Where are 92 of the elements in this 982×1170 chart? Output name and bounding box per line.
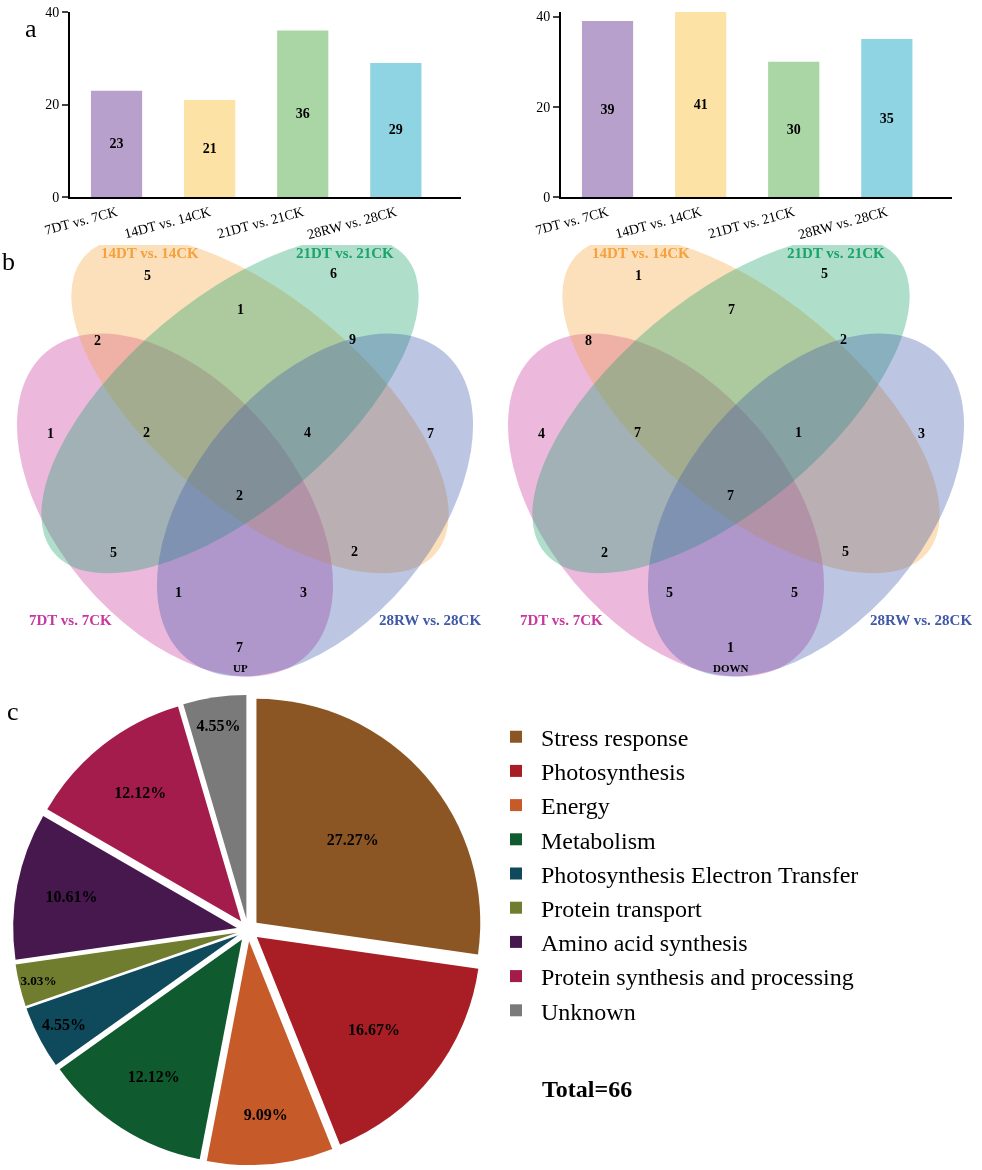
text: 2 [601,545,608,560]
legend-label: Amino acid synthesis [541,930,748,957]
y-tick-label: 0 [543,189,551,205]
data-label: 39 [600,101,615,117]
x-tick-label: 21DT vs. 21CK [215,203,306,242]
legend-label: 28RW vs. 28CK [379,612,482,628]
data-label: 3.03% [20,973,57,989]
text: 4 [538,426,545,441]
data-label: 16.67% [348,1020,401,1038]
text: Total=66 [542,1076,633,1102]
text: 8 [585,333,592,348]
text: 2 [94,333,101,348]
legend-label: Protein transport [541,896,702,923]
legend-label: Energy [541,793,610,820]
data-label: 36 [295,106,310,122]
text: 5 [821,266,828,281]
data-label: 27.27% [326,830,379,848]
data-label: 29 [388,122,403,138]
text: 3 [918,426,925,441]
text: 1 [237,302,244,317]
x-tick-label: 7DT vs. 7CK [42,203,120,238]
data-label: 21 [202,140,217,156]
text: 2 [351,544,358,559]
text: 5 [144,268,151,283]
data-label: 4.55% [196,716,241,734]
legend-label: Metabolism [541,827,656,854]
legend-label: 28RW vs. 28CK [870,612,973,628]
bar [370,62,422,197]
text: 6 [330,266,337,281]
legend-label: Photosynthesis Electron Transfer [541,861,859,888]
text: 1 [795,425,802,440]
x-tick-label: 7DT vs. 7CK [533,203,611,238]
bar [675,12,727,197]
x-tick-label: 14DT vs. 14CK [613,203,704,242]
legend-label: 14DT vs. 14CK [592,245,690,261]
text: 2 [236,488,243,503]
chart-title: c [7,697,19,726]
y-tick-label: 40 [536,9,551,25]
data-label: 12.12% [114,784,167,802]
legend-label: Protein synthesis and processing [541,964,854,991]
y-tick-label: 0 [52,189,60,205]
y-tick-label: 20 [536,99,551,115]
data-label: 30 [786,121,801,137]
bar [277,30,329,197]
legend-label: Unknown [541,998,636,1025]
text: 1 [635,268,642,283]
text: 5 [110,545,117,560]
data-label: 41 [693,97,708,112]
data-label: 4.55% [41,1016,86,1034]
bar [184,99,236,197]
data-label: 10.61% [45,887,98,905]
text: 1 [47,426,54,441]
x-tick-label: 21DT vs. 21CK [706,203,797,242]
text: 4 [304,425,311,440]
legend-label: Photosynthesis [541,759,686,786]
data-label: 23 [109,136,124,152]
legend-label: 21DT vs. 21CK [296,245,394,261]
x-tick-label: 28RW vs. 28CK [796,203,890,243]
data-label: 35 [879,110,894,126]
legend-label: 21DT vs. 21CK [787,245,885,261]
y-tick-label: 20 [45,97,60,113]
x-tick-label: 28RW vs. 28CK [305,203,399,243]
legend-label: 14DT vs. 14CK [101,245,199,261]
x-tick-label: 14DT vs. 14CK [122,203,213,242]
text: b [2,247,15,276]
text: 2 [840,332,847,347]
chart-title: a [25,14,37,43]
text: 1 [175,585,182,600]
text: UP [233,662,248,674]
text: 7 [727,488,734,503]
data-label: 12.12% [127,1068,180,1086]
bar [581,21,634,197]
text: 2 [143,425,150,440]
text: 1 [727,640,734,655]
data-label: 9.09% [243,1106,288,1124]
text: 7 [728,302,735,317]
bar [768,61,820,197]
text: 7 [236,640,243,655]
text: 5 [791,585,798,600]
text: 7 [427,426,434,441]
legend-label: 7DT vs. 7CK [520,612,603,628]
legend-label: Stress response [541,725,689,752]
text: 3 [300,585,307,600]
text: 9 [349,332,356,347]
y-tick-label: 40 [45,4,60,20]
text: 5 [842,544,849,559]
text: 7 [634,425,641,440]
legend-label: 7DT vs. 7CK [29,612,112,628]
bar [861,39,913,197]
text: 5 [666,585,673,600]
text: DOWN [713,662,749,674]
bar [90,90,143,197]
